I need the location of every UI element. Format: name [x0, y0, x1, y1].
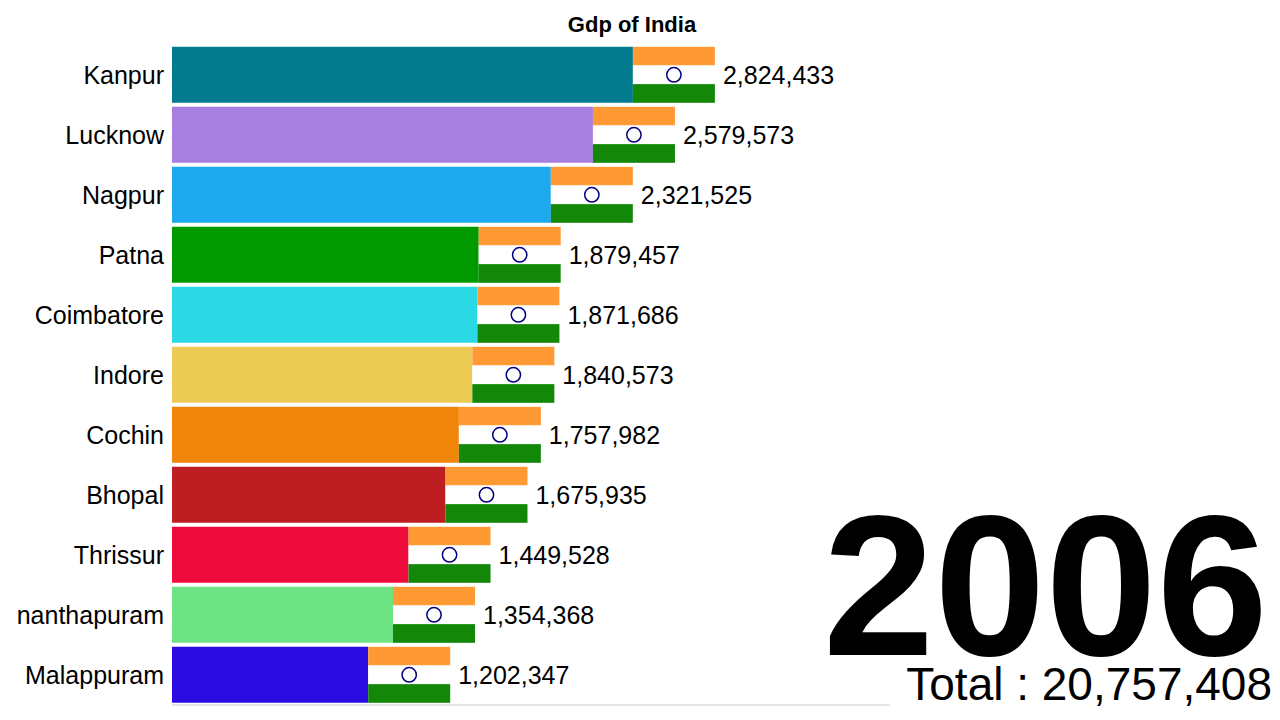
svg-text:2006: 2006 [823, 474, 1268, 697]
svg-text:Patna: Patna [99, 241, 164, 269]
svg-text:Thrissur: Thrissur [74, 541, 164, 569]
svg-text:nanthapuram: nanthapuram [17, 601, 164, 629]
svg-text:Malappuram: Malappuram [25, 661, 164, 689]
svg-text:Coimbatore: Coimbatore [35, 301, 164, 329]
svg-text:Cochin: Cochin [86, 421, 164, 449]
svg-text:1,840,573: 1,840,573 [562, 361, 673, 389]
svg-text:Nagpur: Nagpur [82, 181, 164, 209]
svg-text:Kanpur: Kanpur [83, 61, 164, 89]
svg-text:Bhopal: Bhopal [86, 481, 164, 509]
svg-text:Indore: Indore [93, 361, 164, 389]
svg-text:Gdp of India: Gdp of India [568, 12, 697, 37]
svg-text:Total : 20,757,408: Total : 20,757,408 [906, 658, 1272, 710]
svg-text:1,354,368: 1,354,368 [483, 601, 594, 629]
svg-text:1,449,528: 1,449,528 [499, 541, 610, 569]
svg-text:2,579,573: 2,579,573 [683, 121, 794, 149]
svg-text:Lucknow: Lucknow [65, 121, 165, 149]
svg-text:2,824,433: 2,824,433 [723, 61, 834, 89]
svg-text:1,202,347: 1,202,347 [458, 661, 569, 689]
svg-text:1,757,982: 1,757,982 [549, 421, 660, 449]
svg-text:1,879,457: 1,879,457 [569, 241, 680, 269]
svg-text:1,871,686: 1,871,686 [567, 301, 678, 329]
svg-text:1,675,935: 1,675,935 [535, 481, 646, 509]
svg-text:2,321,525: 2,321,525 [641, 181, 752, 209]
